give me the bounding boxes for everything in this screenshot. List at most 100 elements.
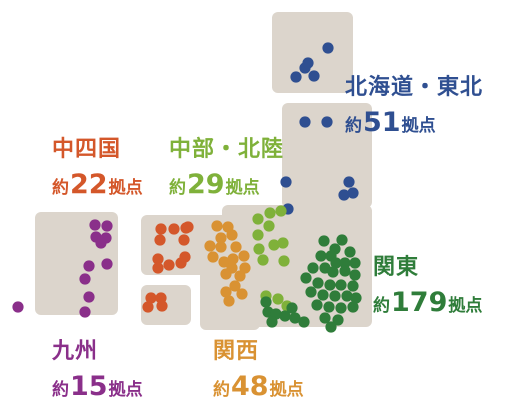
land-hokkaido — [272, 12, 353, 93]
location-dot-kansai — [227, 253, 239, 265]
location-dot-chushikoku — [168, 223, 180, 235]
location-dot-chushikoku — [182, 221, 194, 233]
location-dot-kanto — [323, 301, 335, 313]
region-name: 関西 — [213, 339, 260, 364]
region-name: 中部・北陸 — [169, 137, 285, 162]
location-dot-kanto — [300, 272, 312, 284]
location-dot-hokkaido-tohoku — [290, 71, 302, 83]
location-dot-chushikoku — [154, 234, 166, 246]
location-dot-kanto — [349, 257, 361, 269]
location-dot-kanto — [315, 250, 327, 262]
location-dot-kanto — [286, 302, 298, 314]
location-dot-hokkaido-tohoku — [343, 176, 355, 188]
location-dot-chubu-hokuriku — [252, 213, 264, 225]
location-dot-kyushu — [101, 220, 113, 232]
location-dot-kanto — [307, 262, 319, 274]
location-dot-kyushu — [83, 260, 95, 272]
location-dot-kanto — [325, 321, 337, 333]
region-count: 約48拠点 — [213, 371, 304, 402]
location-dot-hokkaido-tohoku — [338, 189, 350, 201]
region-name: 北海道・東北 — [345, 75, 484, 100]
location-dot-chubu-hokuriku — [275, 205, 287, 217]
location-dot-kyushu — [79, 306, 91, 318]
location-dot-kansai — [204, 240, 216, 252]
location-dot-kansai — [238, 250, 250, 262]
location-dot-kanto — [335, 279, 347, 291]
location-dot-kanto — [311, 299, 323, 311]
location-dot-chushikoku — [178, 234, 190, 246]
location-dot-kanto — [319, 312, 331, 324]
location-dot-chushikoku — [155, 223, 167, 235]
location-dot-kanto — [289, 312, 301, 324]
location-dot-kyushu — [79, 273, 91, 285]
location-dot-kansai — [230, 241, 242, 253]
region-count: 約22拠点 — [52, 169, 143, 200]
location-dot-kanto — [347, 301, 359, 313]
location-dot-kanto — [349, 269, 361, 281]
location-dot-kanto — [339, 257, 351, 269]
location-dot-chubu-hokuriku — [264, 207, 276, 219]
location-dot-chushikoku — [156, 300, 168, 312]
location-dot-kyushu — [12, 301, 24, 313]
location-dot-kanto — [335, 302, 347, 314]
location-dot-kanto — [341, 290, 353, 302]
location-dot-kanto — [298, 316, 310, 328]
location-dot-kyushu — [83, 291, 95, 303]
location-dot-kansai — [223, 295, 235, 307]
location-dot-kansai — [234, 270, 246, 282]
location-dot-chubu-hokuriku — [252, 229, 264, 241]
location-dot-hokkaido-tohoku — [347, 187, 359, 199]
region-count: 約29拠点 — [169, 169, 260, 200]
location-dot-chubu-hokuriku — [253, 243, 265, 255]
location-dot-chubu-hokuriku — [277, 237, 289, 249]
location-dot-chushikoku — [152, 253, 164, 265]
location-dot-kanto — [327, 266, 339, 278]
location-dot-chushikoku — [145, 292, 157, 304]
location-dot-chubu-hokuriku — [268, 239, 280, 251]
location-dot-kanto — [347, 280, 359, 292]
location-dot-kanto — [336, 234, 348, 246]
location-dot-kansai — [226, 229, 238, 241]
location-dot-kansai — [215, 241, 227, 253]
location-dot-kanto — [332, 314, 344, 326]
location-dot-kanto — [344, 246, 356, 258]
location-dots — [12, 42, 362, 333]
location-dot-chushikoku — [163, 259, 175, 271]
location-dot-chushikoku — [152, 262, 164, 274]
location-dot-kanto — [350, 292, 362, 304]
location-dot-hokkaido-tohoku — [308, 70, 320, 82]
location-dot-kansai — [207, 251, 219, 263]
location-dot-kansai — [229, 280, 241, 292]
location-dot-chubu-hokuriku — [257, 254, 269, 266]
location-dot-kansai — [236, 288, 248, 300]
location-dot-kansai — [211, 220, 223, 232]
location-dot-kansai — [218, 256, 230, 268]
region-label-chubu-hokuriku: 中部・北陸 約29拠点 — [169, 137, 285, 200]
location-dot-chubu-hokuriku — [272, 293, 284, 305]
location-dot-kanto — [317, 289, 329, 301]
region-label-kanto: 関東 約179拠点 — [373, 255, 483, 318]
location-dot-kansai — [220, 286, 232, 298]
region-count: 約15拠点 — [52, 371, 143, 402]
region-label-hokkaido-tohoku: 北海道・東北 約51拠点 — [345, 75, 484, 137]
location-dot-hokkaido-tohoku — [299, 116, 311, 128]
region-name: 九州 — [52, 339, 99, 364]
region-label-kansai: 関西 約48拠点 — [213, 339, 304, 402]
location-dot-kansai — [220, 268, 232, 280]
location-dot-kanto — [305, 286, 317, 298]
location-dot-chubu-hokuriku — [278, 255, 290, 267]
region-label-chushikoku: 中四国 約22拠点 — [52, 139, 143, 200]
location-dot-hokkaido-tohoku — [322, 42, 334, 54]
location-dot-kyushu — [89, 219, 101, 231]
location-dot-kanto — [260, 296, 272, 308]
location-dot-kyushu — [101, 258, 113, 270]
location-dot-kanto — [330, 257, 342, 269]
region-name: 関東 — [373, 255, 420, 280]
location-dot-hokkaido-tohoku — [302, 57, 314, 69]
region-label-kyushu: 九州 約15拠点 — [52, 339, 143, 402]
location-dot-kanto — [312, 277, 324, 289]
location-dot-kansai — [239, 262, 251, 274]
region-count: 約179拠点 — [373, 287, 483, 318]
location-dot-chushikoku — [142, 301, 154, 313]
